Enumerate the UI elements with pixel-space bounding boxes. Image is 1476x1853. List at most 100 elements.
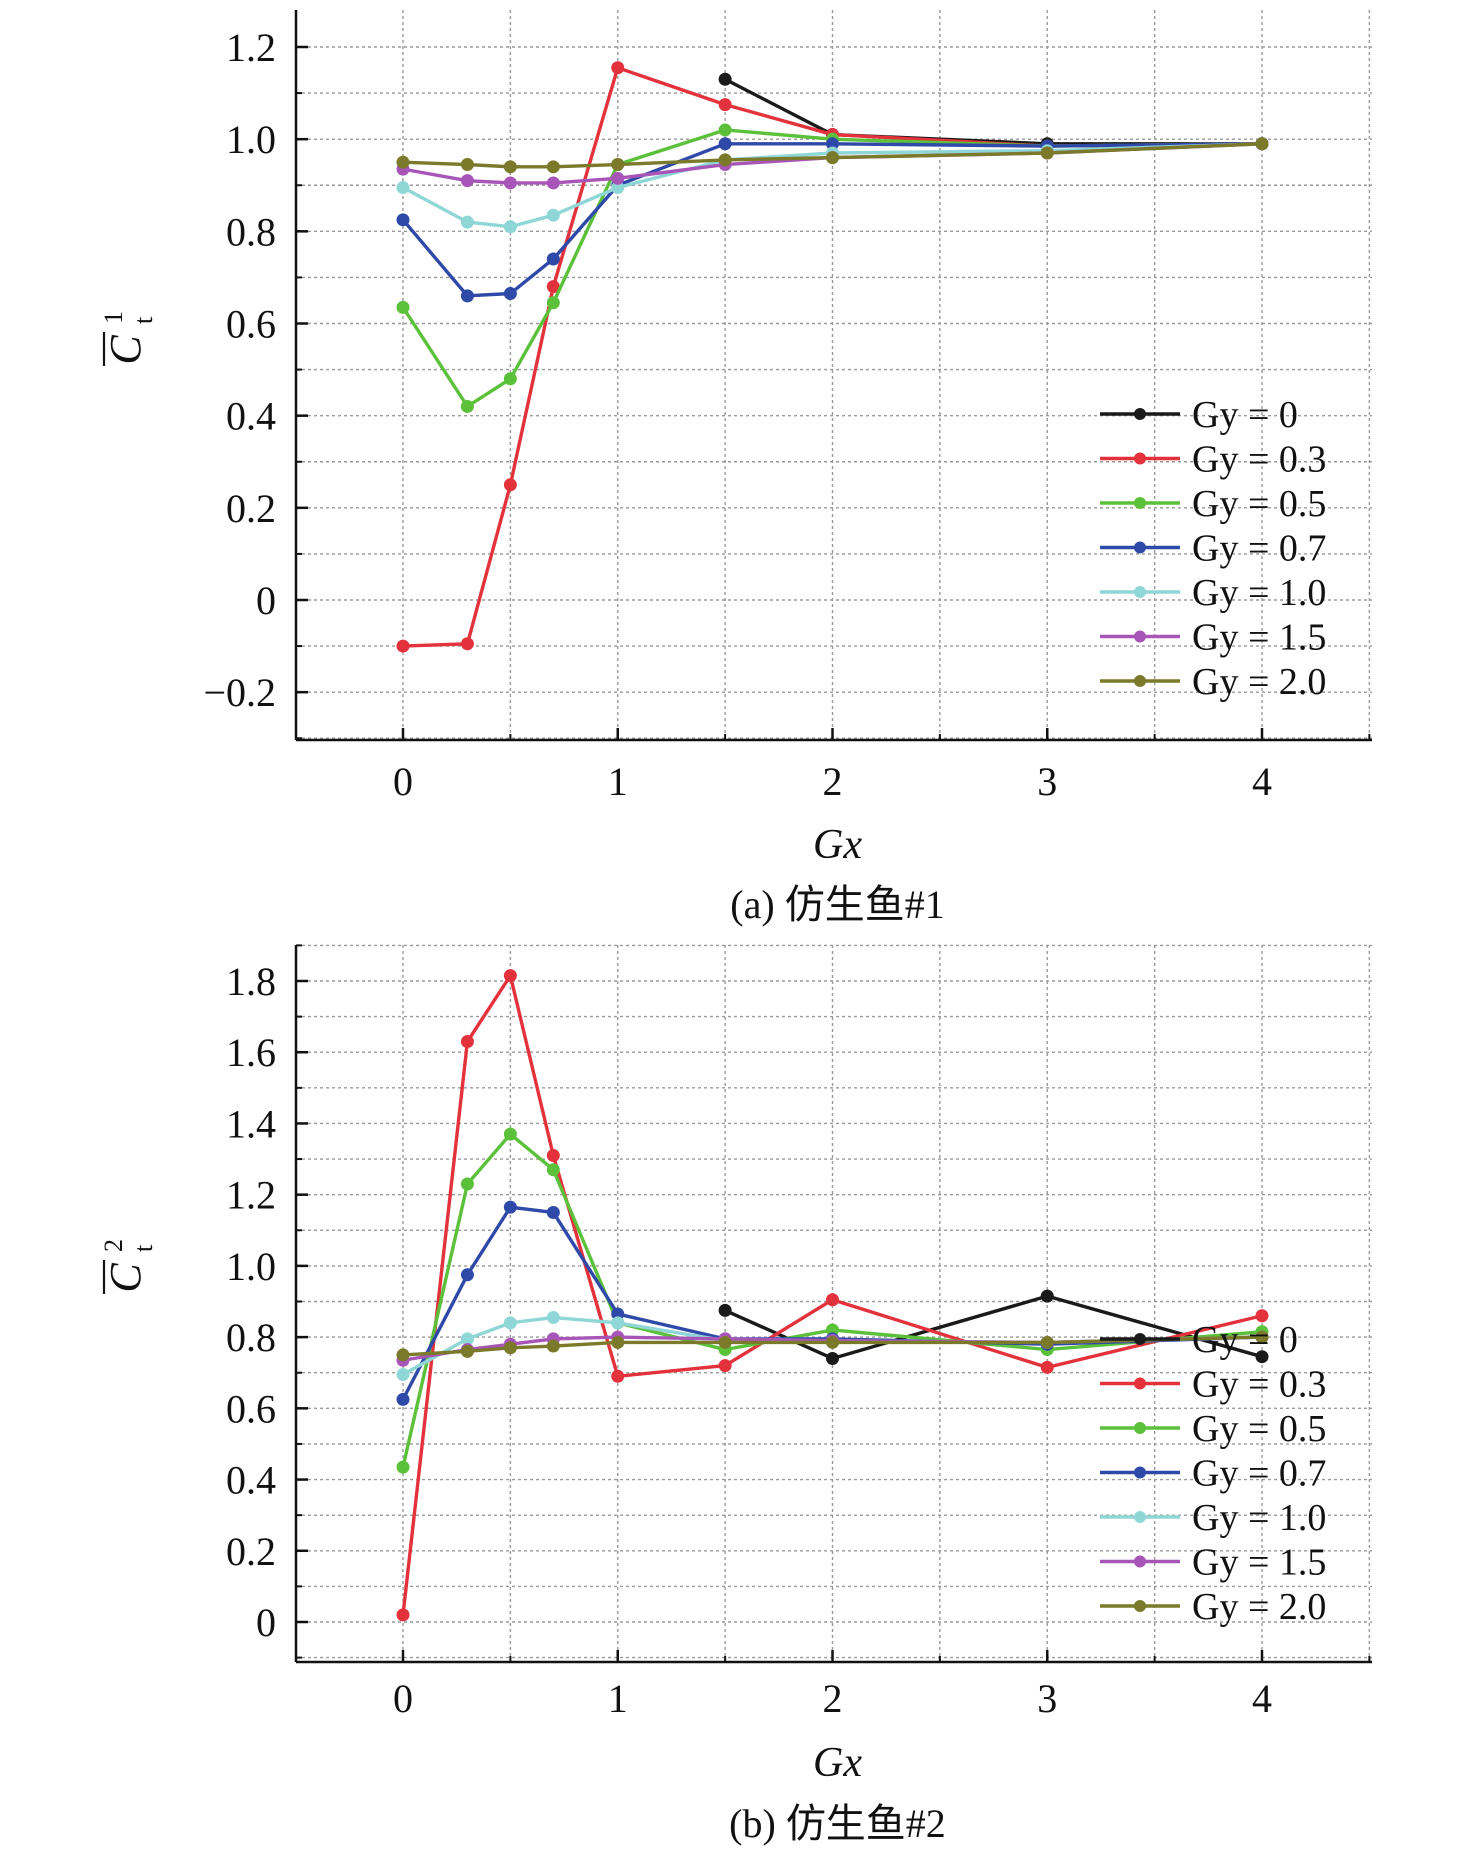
legend-marker [1134,630,1146,643]
data-point [1040,1335,1054,1349]
data-point [546,160,560,174]
y-tick-label: 0.6 [226,1386,276,1431]
data-point [1040,146,1054,160]
legend-label: Gy = 2.0 [1192,661,1326,703]
data-point [546,176,560,190]
y-tick-label: 0 [256,1600,276,1645]
data-point [396,1608,410,1622]
legend-item: Gy = 0.7 [1100,1453,1326,1495]
data-point [1255,1309,1269,1323]
data-point [826,1323,839,1337]
legend-marker [1134,541,1146,554]
legend-label: Gy = 0 [1192,1319,1298,1361]
data-point [546,1148,560,1162]
data-point [503,372,517,386]
y-axis-subscript: t [129,316,158,324]
data-point [396,213,410,227]
legend-marker [1134,497,1146,509]
x-tick-label: 4 [1252,759,1272,804]
legend-item: Gy = 0.5 [1100,483,1326,525]
data-point [546,1163,560,1177]
data-point [718,72,732,86]
data-point [611,171,625,185]
data-point [546,252,560,266]
legend-item: Gy = 0.7 [1100,528,1326,570]
legend-item: Gy = 1.5 [1100,1542,1326,1584]
y-axis-subscript: t [129,1244,158,1252]
series-1 [396,969,1269,1622]
data-point [460,1035,474,1049]
data-point [460,174,474,188]
legend-marker [1134,1555,1146,1568]
legend-item: Gy = 1.5 [1100,617,1326,659]
legend-label: Gy = 0.7 [1192,1453,1326,1495]
data-point [396,639,410,653]
data-point [503,1341,517,1355]
y-tick-label: −0.2 [203,670,276,715]
data-point [1255,137,1269,151]
y-axis-superscript: 1 [99,311,128,324]
data-point [611,181,625,195]
x-tick-label: 2 [823,1676,843,1721]
legend-label: Gy = 1.0 [1192,572,1326,614]
legend-item: Gy = 1.0 [1100,572,1326,614]
y-axis-symbol: C [101,335,150,365]
legend-label: Gy = 1.5 [1192,1542,1326,1584]
legend-label: Gy = 2.0 [1192,1586,1326,1628]
gridlines [296,10,1372,740]
legend-marker [1134,1600,1146,1612]
data-point [396,1460,410,1474]
legend-item: Gy = 0.5 [1100,1408,1326,1450]
data-point [611,1369,625,1383]
data-point [718,1335,732,1349]
series-6 [396,137,1269,174]
series-6 [396,1330,1269,1362]
y-axis-symbol: C [101,1263,150,1293]
legend-label: Gy = 1.0 [1192,1497,1326,1539]
data-point [826,1293,839,1307]
data-point [1255,1330,1269,1344]
y-tick-label: 1.0 [226,1244,276,1289]
data-point [460,637,474,651]
data-point [826,1335,839,1349]
y-tick-label: 0.6 [226,302,276,347]
data-point [611,158,625,172]
data-point [503,1200,517,1214]
data-point [718,153,732,167]
legend-marker [1134,1466,1146,1479]
data-point [718,137,732,151]
data-point [611,1307,625,1321]
data-point [1255,1350,1269,1364]
legend-item: Gy = 0.3 [1100,439,1326,481]
legend-marker [1134,675,1146,687]
data-point [826,1351,839,1365]
x-axis-title: Gx [813,822,862,868]
y-tick-label: 0.2 [226,1529,276,1574]
x-tick-label: 3 [1037,759,1057,804]
y-tick-label: 1.6 [226,1030,276,1075]
x-tick-label: 2 [823,759,843,804]
data-point [396,1392,410,1406]
legend-label: Gy = 0.5 [1192,483,1326,525]
data-point [460,289,474,303]
data-point [503,176,517,190]
data-point [826,137,839,151]
data-point [503,1316,517,1330]
data-point [503,478,517,492]
data-point [503,160,517,174]
x-tick-label: 4 [1252,1676,1272,1721]
legend-marker [1134,1422,1146,1434]
legend-label: Gy = 0 [1192,394,1298,436]
data-point [546,280,560,294]
data-point [1040,1360,1054,1374]
legend-item: Gy = 0.3 [1100,1364,1326,1406]
data-point [546,208,560,222]
y-axis-superscript: 2 [99,1239,128,1252]
data-point [460,158,474,172]
data-point [611,1335,625,1349]
data-point [460,1332,474,1346]
legend: Gy = 0Gy = 0.3Gy = 0.5Gy = 0.7Gy = 1.0Gy… [1100,1319,1326,1628]
legend-item: Gy = 0 [1100,1319,1298,1361]
